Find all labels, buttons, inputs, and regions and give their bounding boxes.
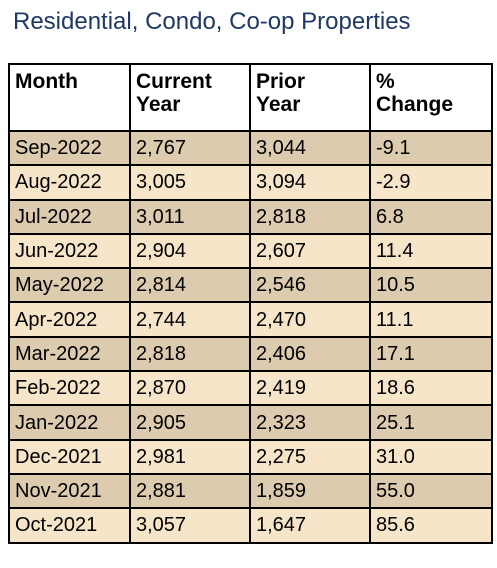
cell-month: Dec-2021 — [8, 438, 131, 475]
table-row: Jul-2022 3,011 2,818 6.8 — [8, 198, 493, 235]
cell-current: 3,011 — [129, 198, 251, 235]
cell-current: 2,905 — [129, 404, 251, 441]
cell-month: May-2022 — [8, 267, 131, 304]
cell-prior: 1,647 — [249, 507, 371, 544]
cell-month: Mar-2022 — [8, 335, 131, 373]
cell-change: 25.1 — [369, 404, 493, 441]
cell-month: Jul-2022 — [8, 198, 131, 235]
table-row: Jan-2022 2,905 2,323 25.1 — [8, 404, 493, 441]
table-row: Aug-2022 3,005 3,094 -2.9 — [8, 164, 493, 201]
header-month: Month — [8, 63, 131, 132]
cell-change: 55.0 — [369, 472, 493, 510]
cell-current: 3,057 — [129, 507, 251, 544]
cell-change: 31.0 — [369, 438, 493, 475]
cell-prior: 3,094 — [249, 164, 371, 201]
header-change-line1: % — [376, 70, 395, 93]
cell-prior: 2,323 — [249, 404, 371, 441]
cell-prior: 2,546 — [249, 267, 371, 304]
header-prior-line2: Year — [256, 93, 301, 116]
cell-current: 2,870 — [129, 370, 251, 407]
cell-month: Oct-2021 — [8, 507, 131, 544]
cell-prior: 2,275 — [249, 438, 371, 475]
cell-change: 17.1 — [369, 335, 493, 373]
cell-month: Aug-2022 — [8, 164, 131, 201]
table-row: Apr-2022 2,744 2,470 11.1 — [8, 301, 493, 338]
cell-change: 6.8 — [369, 198, 493, 235]
page-title: Residential, Condo, Co-op Properties — [13, 8, 411, 35]
cell-prior: 2,419 — [249, 370, 371, 407]
table-row: Dec-2021 2,981 2,275 31.0 — [8, 438, 493, 475]
table-row: Nov-2021 2,881 1,859 55.0 — [8, 472, 493, 510]
header-percent-change: % Change — [369, 63, 493, 132]
header-current-line2: Year — [136, 93, 181, 116]
table-row: May-2022 2,814 2,546 10.5 — [8, 267, 493, 304]
cell-change: 11.1 — [369, 301, 493, 338]
cell-change: 85.6 — [369, 507, 493, 544]
table-row: Oct-2021 3,057 1,647 85.6 — [8, 507, 493, 544]
cell-prior: 2,470 — [249, 301, 371, 338]
header-prior-year: Prior Year — [249, 63, 371, 132]
cell-month: Jan-2022 — [8, 404, 131, 441]
cell-change: -2.9 — [369, 164, 493, 201]
header-current-year: Current Year — [129, 63, 251, 132]
cell-month: Sep-2022 — [8, 129, 131, 167]
cell-month: Nov-2021 — [8, 472, 131, 510]
cell-current: 2,814 — [129, 267, 251, 304]
table-row: Mar-2022 2,818 2,406 17.1 — [8, 335, 493, 373]
cell-prior: 1,859 — [249, 472, 371, 510]
cell-change: 10.5 — [369, 267, 493, 304]
cell-current: 2,767 — [129, 129, 251, 167]
cell-prior: 2,607 — [249, 232, 371, 270]
cell-current: 2,818 — [129, 335, 251, 373]
table-row: Feb-2022 2,870 2,419 18.6 — [8, 370, 493, 407]
data-table: Month Current Year Prior Year % Change Sep-… — [8, 63, 493, 544]
table-row: Sep-2022 2,767 3,044 -9.1 — [8, 129, 493, 167]
cell-change: 11.4 — [369, 232, 493, 270]
cell-current: 3,005 — [129, 164, 251, 201]
cell-change: 18.6 — [369, 370, 493, 407]
cell-current: 2,881 — [129, 472, 251, 510]
header-month-label: Month — [15, 70, 78, 93]
cell-month: Feb-2022 — [8, 370, 131, 407]
cell-current: 2,981 — [129, 438, 251, 475]
cell-month: Jun-2022 — [8, 232, 131, 270]
header-change-line2: Change — [376, 93, 454, 116]
header-row: Month Current Year Prior Year % Change — [8, 63, 493, 132]
header-current-line1: Current — [136, 70, 212, 93]
cell-current: 2,744 — [129, 301, 251, 338]
cell-current: 2,904 — [129, 232, 251, 270]
cell-prior: 3,044 — [249, 129, 371, 167]
cell-change: -9.1 — [369, 129, 493, 167]
header-prior-line1: Prior — [256, 70, 306, 93]
cell-prior: 2,818 — [249, 198, 371, 235]
cell-month: Apr-2022 — [8, 301, 131, 338]
table-row: Jun-2022 2,904 2,607 11.4 — [8, 232, 493, 270]
cell-prior: 2,406 — [249, 335, 371, 373]
